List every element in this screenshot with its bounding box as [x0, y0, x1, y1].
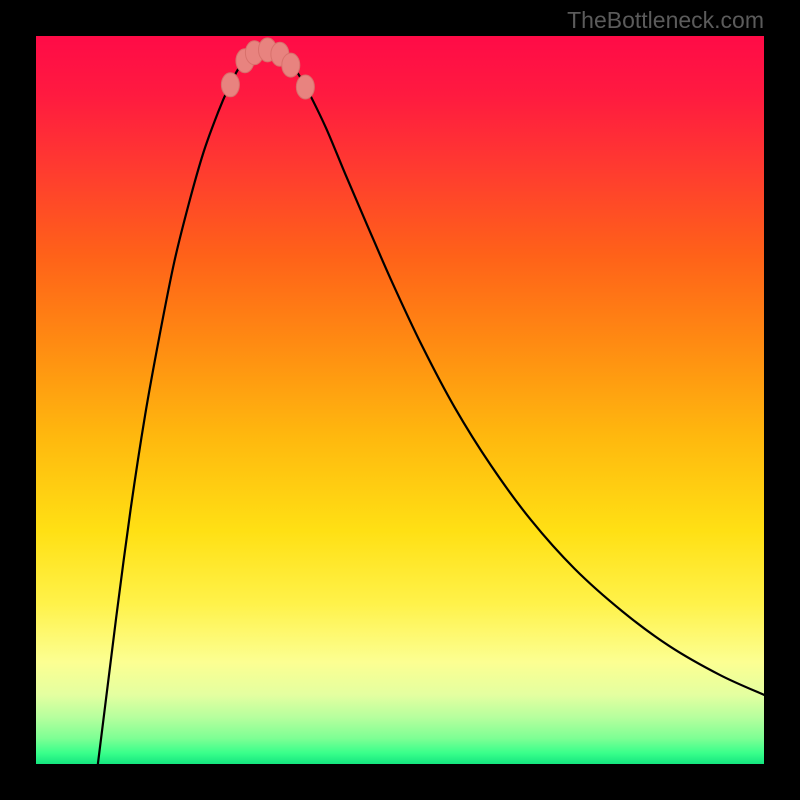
curve-node: [296, 75, 314, 99]
plot-area: [36, 36, 764, 764]
curve-node: [221, 73, 239, 97]
bottleneck-curve: [98, 49, 764, 764]
curve-overlay: [36, 36, 764, 764]
watermark-text: TheBottleneck.com: [567, 7, 764, 34]
chart-frame: TheBottleneck.com: [0, 0, 800, 800]
curve-node: [282, 53, 300, 77]
